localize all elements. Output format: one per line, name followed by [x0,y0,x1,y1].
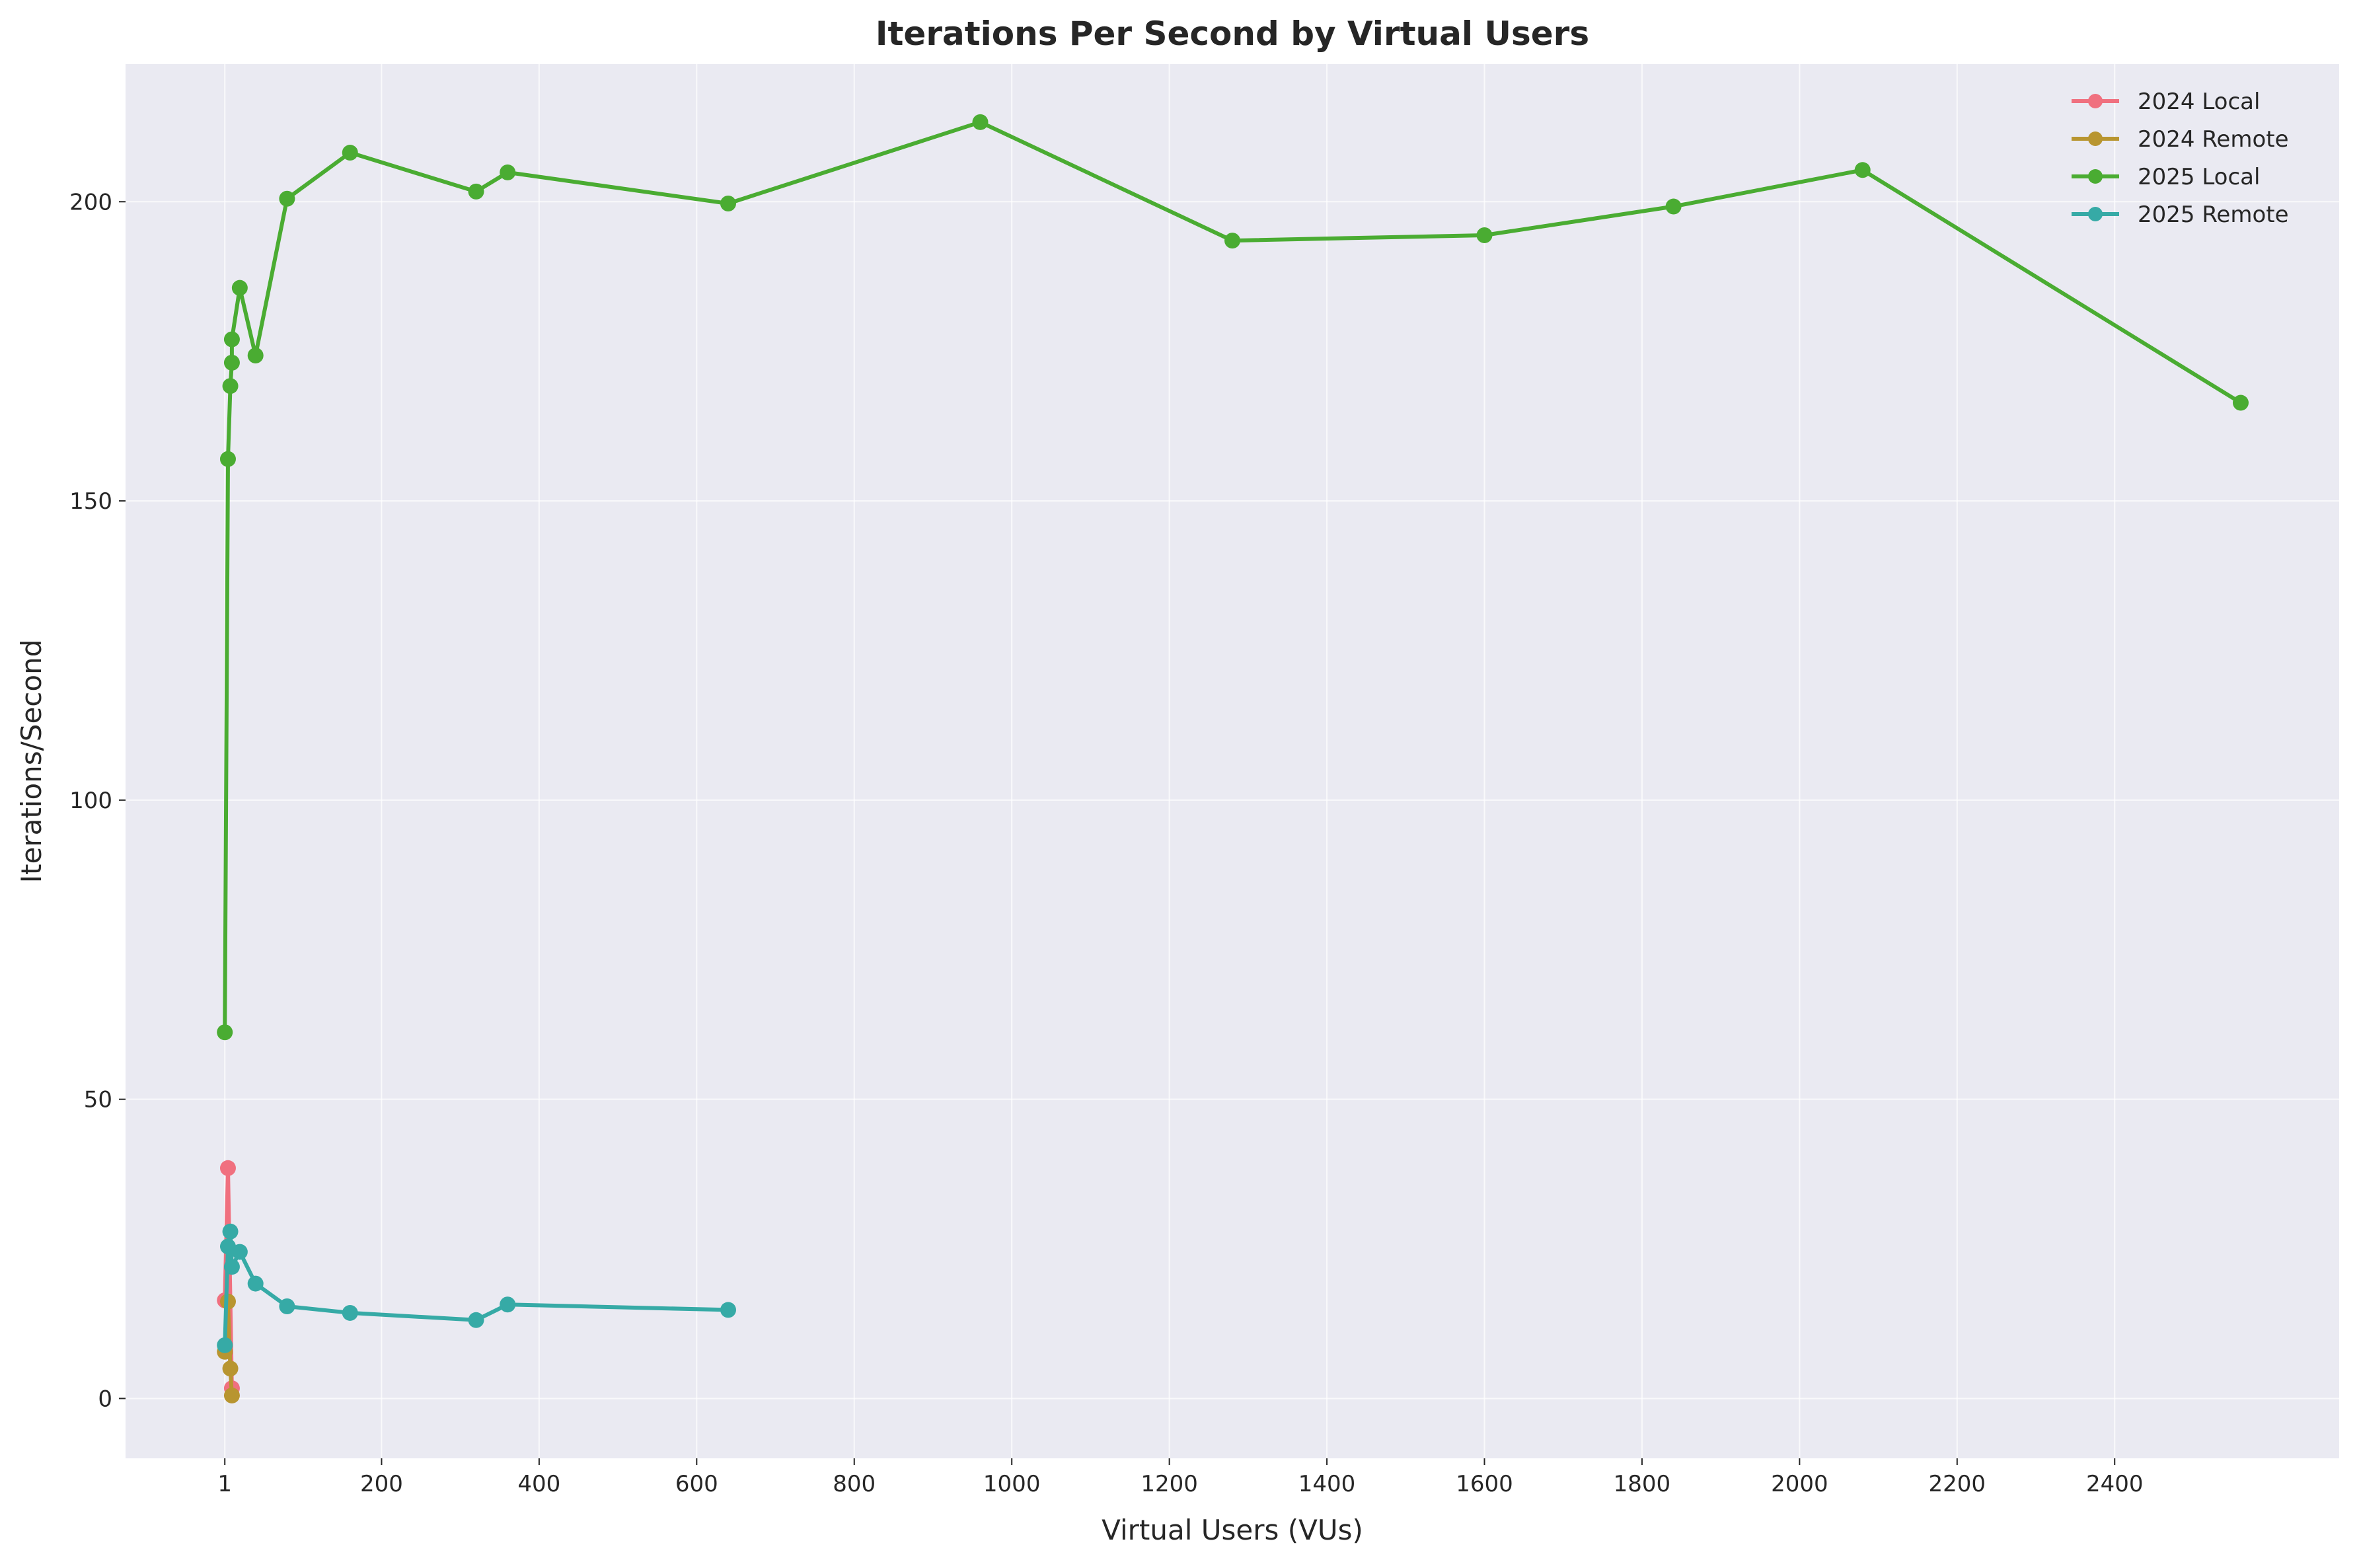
legend-label: 2025 Local [2138,164,2260,190]
data-point [500,164,516,180]
data-point [219,1160,236,1176]
legend-marker [2088,94,2103,108]
data-point [247,348,264,364]
series-layer [217,114,2249,1403]
data-point [223,354,240,371]
data-point [217,1337,233,1353]
data-point [720,196,737,211]
data-point [222,378,239,394]
x-tick-label: 200 [360,1471,403,1497]
series-2025-remote [217,1223,737,1353]
data-point [223,331,240,348]
data-point [972,114,989,130]
data-point [720,1302,737,1318]
y-axis-label: Iterations/Second [15,640,48,883]
y-tick-label: 150 [69,488,112,515]
legend-label: 2025 Remote [2138,202,2289,228]
x-tick-label: 400 [517,1471,560,1497]
legend-marker [2088,131,2103,146]
data-point [222,1223,239,1240]
data-point [1476,227,1493,243]
chart-title: Iterations Per Second by Virtual Users [876,15,1589,53]
data-point [279,190,295,207]
x-tick-label: 800 [833,1471,876,1497]
x-tick-label: 1400 [1298,1471,1356,1497]
x-tick-label: 1600 [1456,1471,1513,1497]
data-point [222,1361,239,1377]
data-point [500,1296,516,1313]
data-point [468,183,484,200]
series-2025-local [217,114,2249,1041]
data-point [342,145,358,161]
data-point [279,1298,295,1314]
data-point [223,1387,240,1403]
data-point [217,1024,233,1041]
x-tick-label: 2400 [2086,1471,2144,1497]
y-tick-label: 50 [84,1087,112,1113]
legend: 2024 Local 2024 Remote 2025 Local 2025 Remo… [2072,89,2289,228]
x-tick-label: 2200 [1929,1471,1986,1497]
legend-item: 2024 Local [2072,89,2260,115]
legend-label: 2024 Local [2138,89,2260,115]
x-tick-label: 1200 [1141,1471,1198,1497]
data-point [219,1238,236,1255]
x-tick-label: 1800 [1614,1471,1671,1497]
x-tick-label: 600 [675,1471,718,1497]
data-point [2232,394,2249,411]
legend-item: 2025 Remote [2072,202,2289,228]
legend-label: 2024 Remote [2138,126,2289,153]
y-tick-label: 100 [69,788,112,814]
data-point [231,1244,248,1260]
plot-area [126,64,2339,1458]
legend-marker [2088,169,2103,184]
data-point [1224,233,1240,249]
x-tick-label: 1000 [983,1471,1041,1497]
legend-marker [2088,207,2103,221]
legend-item: 2025 Local [2072,164,2260,190]
data-point [219,451,236,467]
y-tick-label: 200 [69,189,112,215]
data-point [468,1312,484,1328]
data-point [342,1304,358,1321]
data-point [247,1275,264,1292]
x-tick-label: 1 [217,1471,232,1497]
legend-item: 2024 Remote [2072,126,2289,153]
data-point [1665,198,1682,215]
data-point [231,280,248,296]
data-point [223,1259,240,1275]
data-point [1854,162,1871,178]
grid-lines [126,64,2339,1458]
axis-ticks: 1 200 400 600 800 1000 1200 1400 1600 1800 2000 220… [69,189,2143,1497]
x-axis-label: Virtual Users (VUs) [1102,1514,1363,1546]
y-tick-label: 0 [98,1386,112,1412]
x-tick-label: 2000 [1771,1471,1828,1497]
